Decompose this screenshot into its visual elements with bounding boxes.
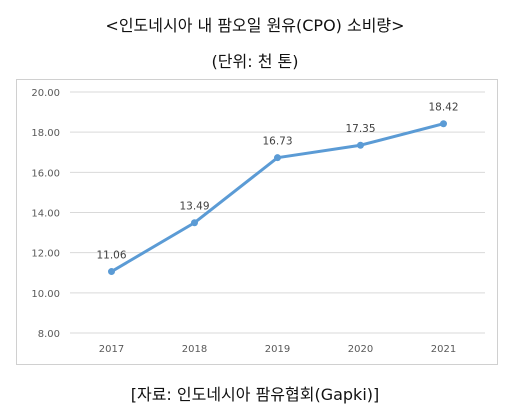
- chart-title: <인도네시아 내 팜오일 원유(CPO) 소비량>: [105, 16, 405, 35]
- chart-frame: [16, 79, 498, 365]
- y-tick-label: 18.00: [31, 128, 60, 139]
- y-tick-label: 8.00: [38, 329, 60, 340]
- x-tick-label: 2020: [348, 344, 373, 355]
- y-tick-label: 20.00: [31, 88, 60, 99]
- x-tick-label: 2019: [265, 344, 290, 355]
- data-point: [274, 154, 281, 162]
- source-label: [자료: 인도네시아 팜유협회(Gapki)]: [130, 385, 380, 404]
- data-label: 17.35: [345, 123, 375, 135]
- y-tick-label: 12.00: [31, 249, 60, 260]
- data-point: [191, 219, 198, 227]
- data-point: [357, 141, 364, 149]
- data-label: 16.73: [262, 136, 292, 148]
- data-label: 18.42: [428, 102, 458, 114]
- y-tick-label: 16.00: [31, 168, 60, 179]
- data-label: 11.06: [96, 250, 126, 262]
- x-tick-label: 2017: [99, 344, 124, 355]
- x-tick-label: 2018: [182, 344, 207, 355]
- unit-label: (단위: 천 톤): [211, 52, 299, 71]
- y-tick-label: 10.00: [31, 289, 60, 300]
- data-label: 13.49: [179, 201, 209, 213]
- data-point: [440, 120, 447, 128]
- data-point: [108, 268, 115, 276]
- x-tick-label: 2021: [431, 344, 456, 355]
- y-tick-label: 14.00: [31, 209, 60, 220]
